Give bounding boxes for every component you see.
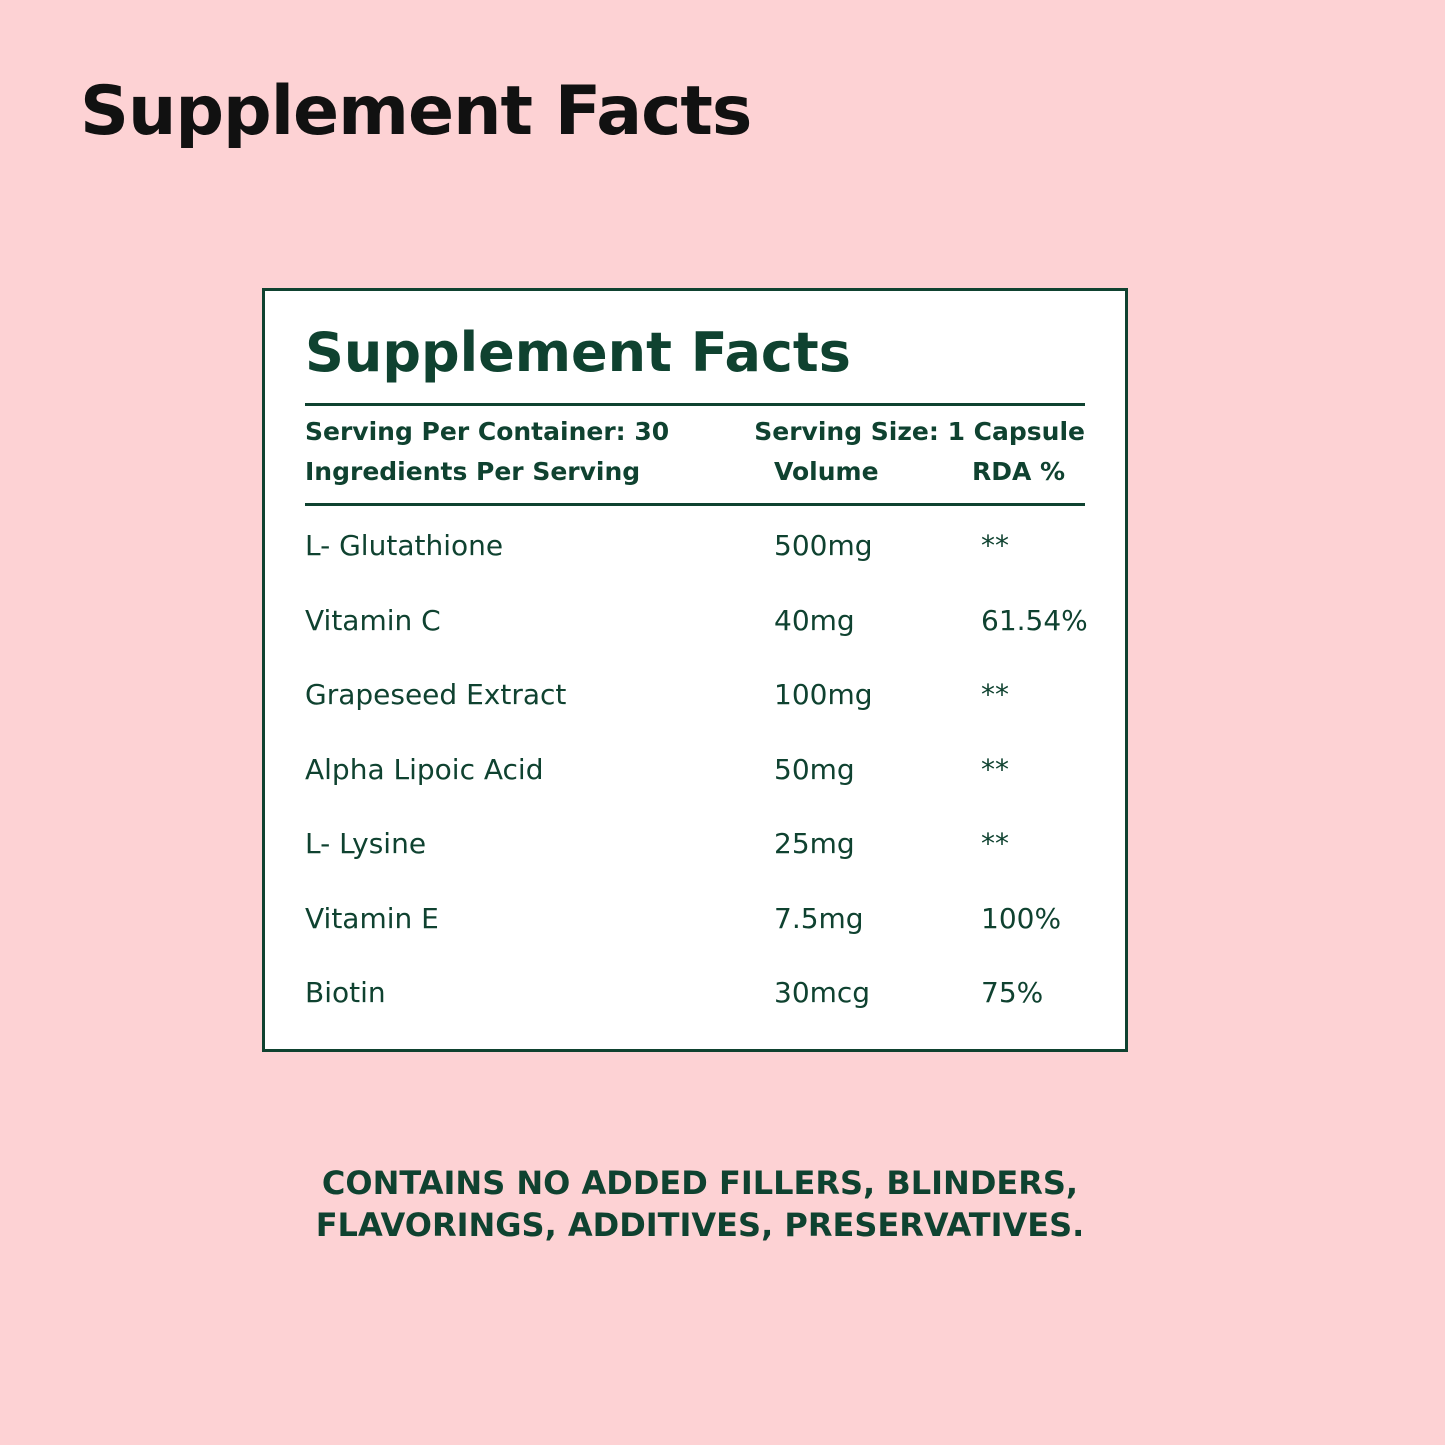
ingredient-name: Grapeseed Extract <box>305 678 567 711</box>
ingredient-name: Biotin <box>305 976 386 1009</box>
column-header: RDA % <box>972 457 1066 486</box>
ingredient-rda: ** <box>981 529 1009 562</box>
footer-line: CONTAINS NO ADDED FILLERS, BLINDERS, <box>321 1164 1079 1202</box>
ingredient-volume: 500mg <box>774 529 873 562</box>
ingredient-volume: 50mg <box>774 752 855 786</box>
label-title: Supplement Facts <box>305 321 851 384</box>
ingredient-name: Vitamin E <box>305 901 439 935</box>
serving-per-container: Serving Per Container: 30 <box>305 417 670 446</box>
ingredient-rda: 61.54% <box>981 603 1088 637</box>
footer-line: FLAVORINGS, ADDITIVES, PRESERVATIVES. <box>315 1206 1085 1244</box>
footer-note: CONTAINS NO ADDED FILLERS, BLINDERS, FLAV… <box>0 1162 1400 1246</box>
facts-panel: Supplement Facts Serving Per Container: … <box>262 288 1128 1052</box>
divider <box>305 403 1085 406</box>
ingredient-name: Alpha Lipoic Acid <box>305 752 544 786</box>
ingredient-rda: ** <box>981 678 1009 711</box>
serving-size: Serving Size: 1 Capsule <box>754 417 1085 446</box>
ingredient-volume: 30mcg <box>774 976 871 1009</box>
column-header: Ingredients Per Serving <box>305 457 641 486</box>
ingredient-volume: 7.5mg <box>774 901 864 935</box>
column-header: Volume <box>774 457 879 486</box>
divider <box>305 503 1085 506</box>
ingredient-volume: 25mg <box>774 827 855 860</box>
ingredient-volume: 100mg <box>774 678 873 711</box>
ingredient-rda: ** <box>981 752 1009 786</box>
ingredient-name: Vitamin C <box>305 603 441 637</box>
ingredient-name: L- Glutathione <box>305 529 504 562</box>
ingredient-rda: 100% <box>981 901 1062 935</box>
ingredient-volume: 40mg <box>774 603 855 637</box>
ingredient-name: L- Lysine <box>305 827 427 860</box>
page-title: Supplement Facts <box>80 72 752 151</box>
ingredient-rda: ** <box>981 827 1009 860</box>
ingredient-rda: 75% <box>981 976 1044 1009</box>
